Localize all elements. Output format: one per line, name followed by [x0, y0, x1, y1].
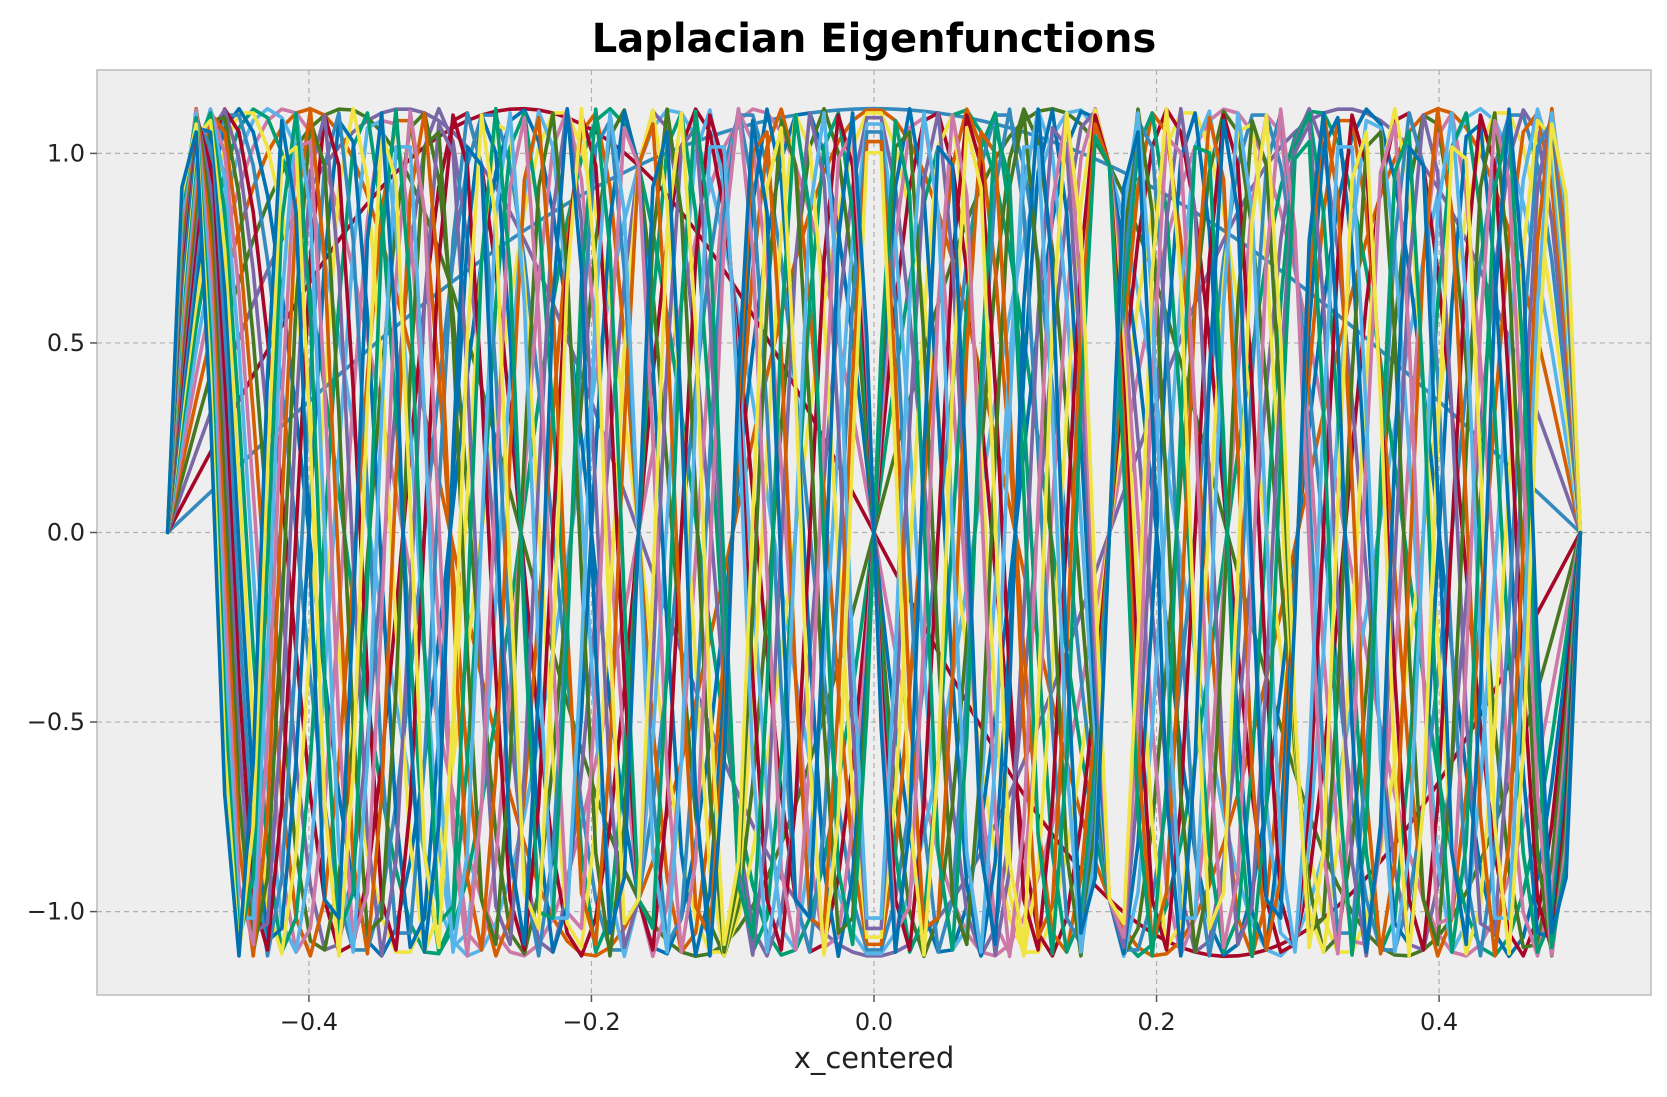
eigenfunction-line-29: [165, 106, 1583, 958]
y-tick-label: 1.0: [47, 139, 85, 167]
chart-title: Laplacian Eigenfunctions: [592, 16, 1157, 62]
eigenfunction-line-30: [165, 107, 1583, 958]
eigenfunction-line-9: [165, 111, 1583, 954]
axis-ticks: −0.4 −0.2 0.0 0.2 0.4 −1.0 −0.5 0.0 0.5 1.0: [27, 139, 1458, 1036]
eigenfunction-line-3: [165, 107, 1583, 958]
x-tick-label: 0.2: [1137, 1008, 1175, 1036]
series-lines: [165, 106, 1583, 959]
eigenfunction-line-15: [165, 107, 1583, 958]
x-tick-label: 0.0: [855, 1008, 893, 1036]
x-tick-label: −0.2: [562, 1008, 620, 1036]
y-tick-label: 0.0: [47, 519, 85, 547]
eigenfunction-line-21: [165, 107, 1583, 958]
y-tick-label: 0.5: [47, 329, 85, 357]
y-tick-label: −1.0: [27, 898, 85, 926]
x-axis-label: x_centered: [794, 1041, 955, 1075]
eigenfunction-line-23: [165, 106, 1583, 958]
x-tick-label: 0.4: [1420, 1008, 1458, 1036]
x-tick-label: −0.4: [280, 1008, 338, 1036]
y-tick-label: −0.5: [27, 708, 85, 736]
eigenfunction-line-27: [165, 111, 1583, 954]
